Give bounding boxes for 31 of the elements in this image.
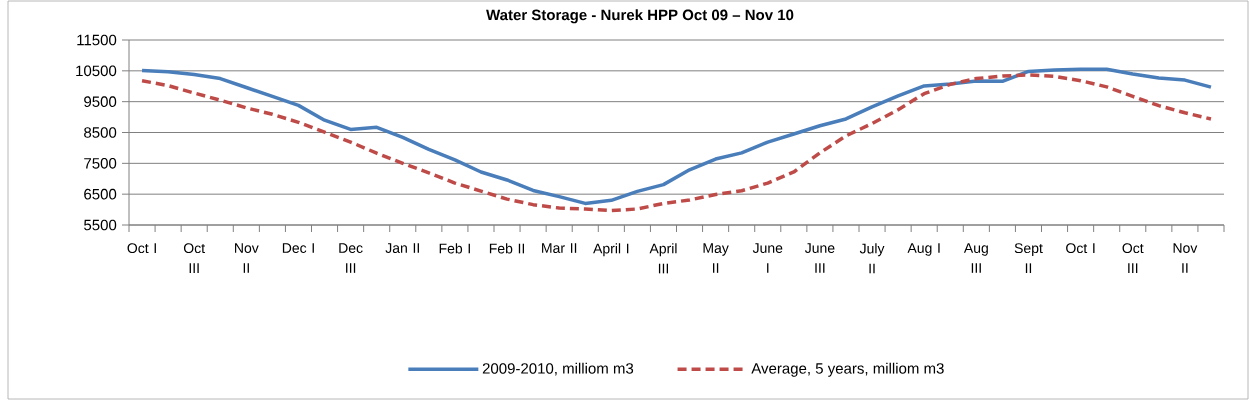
y-tick-label: 5500 xyxy=(84,219,117,231)
x-tick-label: Oct III xyxy=(183,243,205,273)
legend-label: Average, 5 years, milliom m3 xyxy=(751,362,944,377)
x-tick-label: July II xyxy=(859,243,885,274)
x-tick-label: Dec III xyxy=(339,243,363,273)
legend-label: 2009-2010, milliom m3 xyxy=(482,362,634,376)
x-tick-label: Feb II xyxy=(489,243,525,254)
y-tick-label: 7500 xyxy=(84,158,117,169)
x-tick-label: April III xyxy=(649,243,677,274)
x-tick-label: Oct I xyxy=(127,243,156,254)
x-tick-label: June I xyxy=(752,243,783,273)
x-tick-label: Jan II xyxy=(385,243,419,253)
x-tick-label: April I xyxy=(593,243,629,257)
x-tick-label: Oct I xyxy=(1066,243,1095,254)
x-tick-label: Mar II xyxy=(542,243,577,253)
x-tick-label: Feb I xyxy=(439,243,470,254)
y-tick-label: 8500 xyxy=(84,127,117,138)
x-tick-label: Aug III xyxy=(963,243,988,273)
x-tick-label: Aug I xyxy=(907,243,940,256)
y-tick-label: 11500 xyxy=(77,34,117,46)
chart-title: Water Storage - Nurek HPP Oct 09 – Nov 10 xyxy=(486,9,794,24)
y-tick-label: 9500 xyxy=(84,96,117,107)
x-tick-label: May II xyxy=(703,243,729,273)
x-tick-label: Nov II xyxy=(235,243,259,273)
x-tick-label: June III xyxy=(804,243,835,273)
x-tick-label: Oct III xyxy=(1122,243,1144,273)
y-tick-label: 6500 xyxy=(84,188,117,200)
x-tick-label: Sept II xyxy=(1014,243,1043,273)
x-tick-label: Nov II xyxy=(1173,243,1198,273)
y-tick-label: 10500 xyxy=(76,65,117,77)
x-tick-label: Dec I xyxy=(282,243,314,253)
